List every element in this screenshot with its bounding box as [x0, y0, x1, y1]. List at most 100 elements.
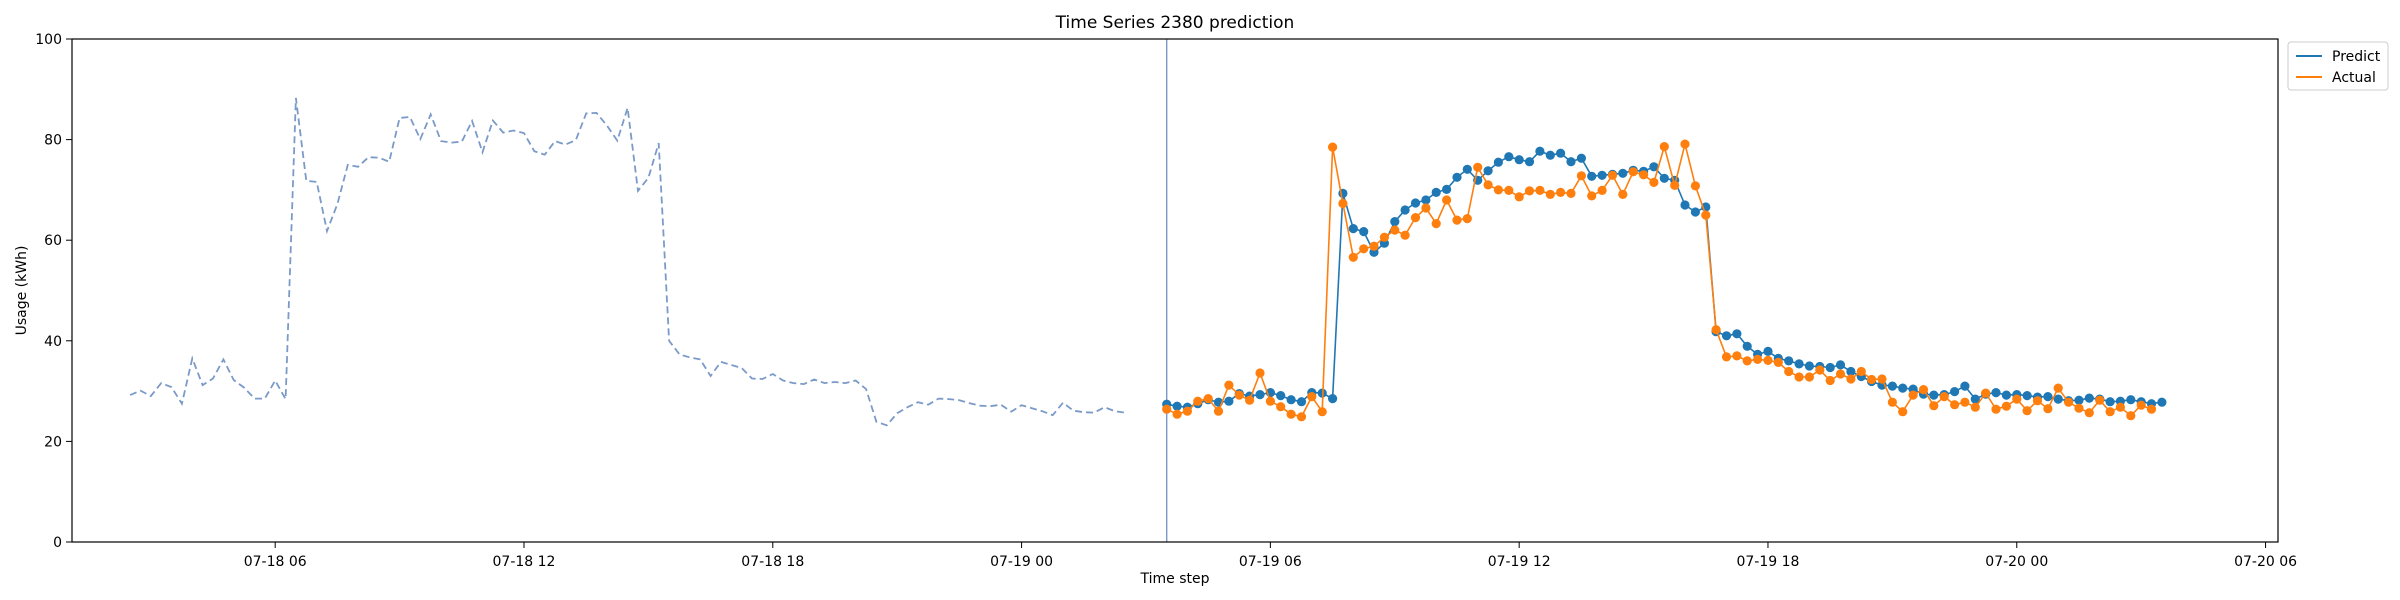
actual-point [1639, 170, 1649, 180]
predict-point [1276, 391, 1286, 401]
y-tick-label: 20 [44, 434, 62, 450]
actual-point [1784, 366, 1794, 377]
actual-point [1867, 374, 1877, 385]
actual-point [2053, 383, 2063, 393]
actual-point [1493, 185, 1503, 195]
y-tick-label: 40 [44, 334, 62, 350]
predict-point [1898, 383, 1908, 393]
predict-point [1348, 224, 1358, 234]
actual-point [1286, 409, 1296, 419]
actual-point [1524, 186, 1535, 196]
predict-point [1493, 157, 1503, 167]
predict-point [1421, 195, 1431, 205]
actual-point [1960, 397, 1970, 407]
legend-label-actual: Actual [2332, 70, 2376, 86]
actual-point [2012, 394, 2022, 404]
actual-point [1649, 177, 1659, 187]
actual-point [1369, 241, 1379, 251]
predict-point [1960, 381, 1970, 391]
actual-point [1701, 210, 1711, 220]
actual-point [1659, 142, 1669, 152]
x-tick-label: 07-18 06 [244, 554, 307, 570]
predict-point [1535, 146, 1545, 156]
predict-point [1566, 157, 1576, 167]
actual-point [1908, 390, 1918, 400]
actual-point [1255, 368, 1265, 378]
predict-point [1835, 360, 1846, 370]
actual-point [1442, 195, 1452, 205]
predict-point [2157, 397, 2167, 407]
actual-point [1742, 356, 1752, 366]
actual-point [2074, 403, 2084, 413]
plot-frame [71, 38, 2279, 543]
x-tick-label: 07-18 18 [741, 554, 804, 570]
predict-point [1286, 395, 1296, 405]
actual-point [1296, 412, 1307, 422]
actual-point [1898, 407, 1908, 417]
actual-point [1379, 232, 1389, 242]
actual-point [1182, 406, 1192, 416]
predict-point [1794, 359, 1804, 369]
actual-point [1835, 369, 1846, 379]
actual-point [1732, 351, 1742, 361]
predict-point [1462, 164, 1472, 174]
chart-title: Time Series 2380 prediction [1055, 13, 1295, 33]
actual-point [1690, 181, 1700, 191]
actual-point [1431, 219, 1441, 229]
actual-point [1825, 375, 1835, 386]
actual-point [1265, 396, 1275, 406]
predict-point [1587, 171, 1597, 181]
predict-point [1390, 217, 1400, 227]
actual-point [1338, 198, 1348, 209]
predict-point [1431, 187, 1441, 197]
actual-point [1317, 407, 1327, 417]
actual-point [1628, 167, 1638, 177]
actual-point [1545, 189, 1555, 199]
actual-point [1618, 189, 1628, 199]
predict-point [2126, 395, 2136, 405]
predict-point [2043, 392, 2053, 402]
actual-point [1918, 385, 1929, 395]
x-tick-label: 07-19 00 [990, 554, 1053, 570]
predict-point [1732, 329, 1742, 339]
predict-point [1618, 168, 1628, 178]
y-axis-title: Usage (kWh) [14, 246, 30, 336]
x-axis-title: Time step [1140, 571, 1210, 587]
predict-point [1991, 388, 2001, 398]
y-tick-label: 60 [44, 233, 62, 249]
x-tick-label: 07-18 12 [493, 554, 556, 570]
actual-point [2022, 406, 2032, 416]
actual-point [1680, 139, 1690, 149]
actual-point [1172, 409, 1182, 419]
actual-point [1991, 404, 2001, 414]
actual-point [1203, 394, 1213, 404]
actual-point [1587, 191, 1597, 201]
predict-point [1742, 341, 1752, 351]
actual-point [1410, 213, 1421, 223]
actual-point [1970, 402, 1980, 412]
actual-point [1328, 142, 1338, 152]
history-line [129, 97, 1126, 427]
predict-point [2001, 390, 2011, 400]
predict-point [1576, 153, 1586, 163]
predict-point [1950, 387, 1960, 397]
actual-point [1234, 390, 1244, 400]
actual-point [2032, 396, 2043, 406]
actual-point [2043, 404, 2053, 414]
x-tick-label: 07-20 06 [2234, 554, 2297, 570]
actual-point [1763, 355, 1773, 365]
predict-point [1597, 170, 1607, 180]
actual-point [2084, 408, 2094, 418]
x-tick-label: 07-19 12 [1488, 554, 1551, 570]
predict-point [1659, 173, 1669, 183]
actual-point [1245, 395, 1255, 405]
predict-point [1556, 148, 1566, 158]
predict-point [1255, 390, 1265, 400]
actual-point [1514, 192, 1524, 202]
actual-point [1950, 400, 1960, 410]
predict-point [1172, 401, 1182, 411]
actual-point [1162, 404, 1172, 414]
actual-point [1815, 365, 1825, 375]
predict-point [1483, 166, 1493, 176]
